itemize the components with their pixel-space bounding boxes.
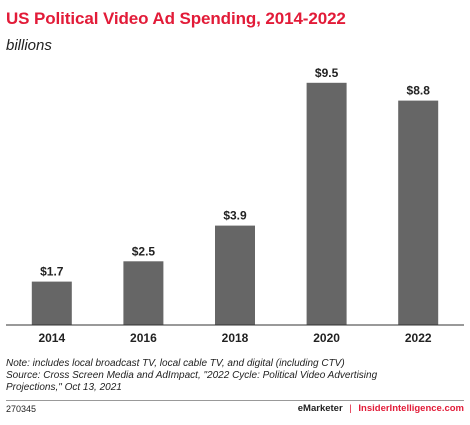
footer-divider	[6, 400, 464, 401]
data-label-2014: $1.7	[40, 265, 64, 279]
source-text-line-1: Source: Cross Screen Media and AdImpact,…	[6, 370, 378, 381]
x-tick-label-2018: 2018	[222, 331, 249, 345]
x-tick-label-2022: 2022	[405, 331, 432, 345]
footnotes: Note: includes local broadcast TV, local…	[6, 358, 464, 394]
bar-2018	[215, 225, 255, 326]
data-label-2016: $2.5	[132, 244, 156, 258]
brand-emarketer: eMarketer	[297, 403, 343, 414]
page-title: US Political Video Ad Spending, 2014-202…	[6, 9, 346, 28]
bar-2022	[398, 100, 439, 325]
brand-insider-intelligence: InsiderIntelligence.com	[358, 403, 464, 414]
data-label-2022: $8.8	[407, 84, 431, 98]
source-text-line-2: Projections," Oct 13, 2021	[6, 382, 122, 393]
note-text: Note: includes local broadcast TV, local…	[6, 358, 345, 369]
x-tick-label-2016: 2016	[130, 331, 157, 345]
data-label-2020: $9.5	[315, 66, 339, 80]
bar-2014	[31, 281, 72, 325]
brand-separator: |	[349, 403, 352, 414]
bar-2020	[306, 82, 347, 326]
page-subtitle: billions	[6, 37, 52, 54]
x-tick-label-2014: 2014	[38, 331, 65, 345]
x-tick-label-2020: 2020	[313, 331, 340, 345]
brand-credit: eMarketer | InsiderIntelligence.com	[298, 403, 464, 414]
data-label-2018: $3.9	[223, 209, 247, 223]
bar-2016	[123, 261, 164, 326]
chart-id: 270345	[6, 404, 37, 414]
